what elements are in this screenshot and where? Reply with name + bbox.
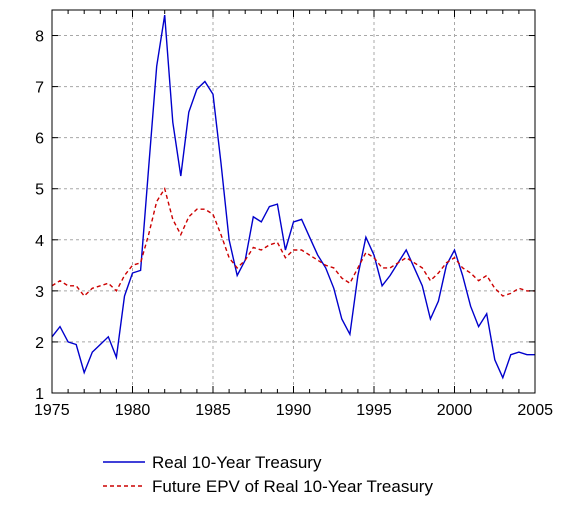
y-tick-label: 5 xyxy=(35,182,44,199)
y-tick-label: 3 xyxy=(35,284,44,301)
series-layer xyxy=(51,14,535,380)
grid-lines xyxy=(52,10,535,393)
x-tick-label: 1995 xyxy=(356,402,392,419)
legend-label-1: Real 10-Year Treasury xyxy=(152,453,322,472)
series-line-1 xyxy=(51,14,535,380)
y-tick-label: 2 xyxy=(35,335,44,352)
x-tick-label: 1980 xyxy=(115,402,151,419)
x-tick-label: 1985 xyxy=(195,402,231,419)
y-tick-label: 6 xyxy=(35,131,44,148)
series-line-2 xyxy=(51,186,535,298)
x-tick-label: 1975 xyxy=(34,402,70,419)
y-tick-label: 7 xyxy=(35,80,44,97)
y-tick-label: 8 xyxy=(35,29,44,46)
legend: Real 10-Year Treasury Future EPV of Real … xyxy=(103,453,433,496)
x-tick-label: 2000 xyxy=(437,402,473,419)
y-tick-label: 1 xyxy=(35,386,44,403)
x-tick-label: 2005 xyxy=(517,402,553,419)
x-tick-label: 1990 xyxy=(276,402,312,419)
y-tick-label: 4 xyxy=(35,233,44,250)
axis-ticks: 1 2 3 4 5 6 7 8 1975 1980 1985 1990 1995 2000 2005 xyxy=(34,10,553,419)
legend-label-2: Future EPV of Real 10-Year Treasury xyxy=(152,477,433,496)
